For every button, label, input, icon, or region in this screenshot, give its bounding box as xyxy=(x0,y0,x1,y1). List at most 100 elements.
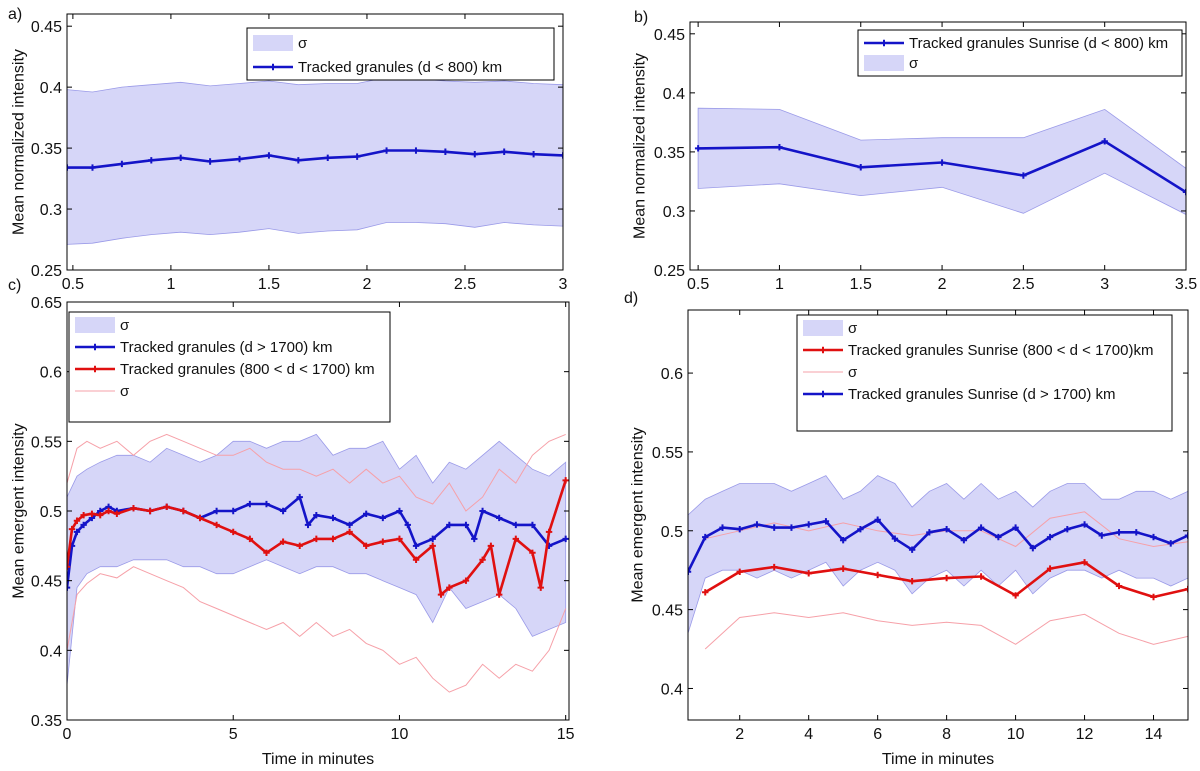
legend: Tracked granules Sunrise (d < 800) km σ xyxy=(857,29,1183,77)
x-tick-label: 6 xyxy=(873,726,882,743)
data-point xyxy=(891,535,899,542)
legend-label: σ xyxy=(848,320,858,337)
data-point xyxy=(1150,533,1157,541)
data-point xyxy=(230,507,237,515)
y-tick-label: 0.35 xyxy=(31,713,62,730)
x-tick-label: 2.5 xyxy=(1012,276,1034,293)
legend-entry: σ xyxy=(803,320,858,337)
data-point xyxy=(446,584,453,591)
x-tick-label: 2 xyxy=(362,276,371,293)
data-point xyxy=(822,518,830,525)
data-point xyxy=(329,514,337,522)
data-point xyxy=(1098,532,1105,539)
y-axis: 0.35 0.4 0.45 0.5 0.55 0.6 0.65 xyxy=(31,295,569,730)
legend-swatch xyxy=(253,35,293,51)
data-point xyxy=(346,528,353,536)
sigma-line-lower xyxy=(704,612,1188,650)
x-tick-label: 0.5 xyxy=(62,276,84,293)
data-point xyxy=(230,528,237,536)
data-point xyxy=(442,148,449,155)
y-tick-label: 0.35 xyxy=(31,141,62,158)
axes-frame xyxy=(687,309,1189,721)
legend-entry: σ xyxy=(253,35,308,52)
y-tick-label: 0.55 xyxy=(652,445,683,462)
legend-label: Tracked granules Sunrise (800 < d < 1700… xyxy=(848,342,1153,359)
y-tick-label: 0.25 xyxy=(31,263,62,280)
data-point xyxy=(694,145,702,152)
legend-label: σ xyxy=(298,35,308,52)
data-point xyxy=(702,533,709,541)
data-point xyxy=(67,584,71,591)
data-point xyxy=(1012,524,1019,531)
x-tick-label: 15 xyxy=(557,726,575,743)
data-point xyxy=(462,521,470,529)
series-line xyxy=(67,149,563,169)
x-tick-label: 10 xyxy=(391,726,409,743)
data-point xyxy=(279,538,287,545)
x-tick-label: 1 xyxy=(775,276,784,293)
data-point xyxy=(1115,529,1123,536)
legend-label: σ xyxy=(909,55,919,72)
data-point xyxy=(363,510,370,517)
series-blue xyxy=(67,147,563,171)
data-point xyxy=(80,511,87,519)
data-point xyxy=(88,510,96,517)
data-point xyxy=(206,158,214,165)
data-point xyxy=(265,152,273,159)
data-point xyxy=(688,568,692,575)
data-point xyxy=(1081,521,1088,528)
data-point xyxy=(500,148,508,155)
legend-marker xyxy=(880,39,888,47)
x-tick-label: 2.5 xyxy=(454,276,476,293)
legend-entry: Tracked granules Sunrise (d < 800) km xyxy=(864,35,1168,52)
legend-entry: Tracked granules (d > 1700) km xyxy=(75,339,332,356)
data-point xyxy=(446,521,453,529)
data-point xyxy=(296,493,303,501)
data-point xyxy=(148,157,155,164)
x-tick-label: 1.5 xyxy=(850,276,872,293)
data-point xyxy=(1133,529,1140,536)
data-point xyxy=(118,160,126,168)
plot-area xyxy=(67,76,563,245)
sigma-line-lower xyxy=(67,566,567,693)
data-point xyxy=(196,514,204,522)
legend-entry: σ xyxy=(803,364,858,381)
legend-marker xyxy=(91,343,99,351)
data-point xyxy=(1182,188,1186,196)
legend-label: Tracked granules (d > 1700) km xyxy=(120,339,332,356)
legend-entry: σ xyxy=(864,55,919,72)
data-point xyxy=(857,164,864,171)
legend-label: σ xyxy=(120,383,130,400)
series-blue xyxy=(694,138,1186,196)
data-point xyxy=(537,584,544,591)
chart-panel-4: d) 2 4 6 8 10 12 14 0.4 0.45 0.5 0.55 0.6 Time in min… xyxy=(624,290,1189,768)
data-point xyxy=(177,154,184,162)
x-tick-label: 0.5 xyxy=(687,276,709,293)
data-point xyxy=(113,510,121,517)
data-point xyxy=(313,511,320,519)
data-point xyxy=(702,589,709,596)
data-point xyxy=(512,521,520,529)
panel-label: d) xyxy=(624,290,638,307)
y-tick-label: 0.4 xyxy=(661,681,683,698)
data-point xyxy=(263,549,270,556)
x-tick-label: 3 xyxy=(559,276,568,293)
data-point xyxy=(329,535,337,543)
data-point xyxy=(1101,138,1108,145)
legend-entry: Tracked granules (800 < d < 1700) km xyxy=(75,361,375,378)
legend-label: σ xyxy=(848,364,858,381)
data-point xyxy=(304,521,312,529)
legend-label: Tracked granules (d < 800) km xyxy=(298,59,502,76)
data-point xyxy=(776,143,783,151)
legend-marker xyxy=(819,390,827,398)
legend-entry: σ xyxy=(75,317,130,334)
plot-area xyxy=(688,475,1188,650)
y-axis-label: Mean emergent intensity xyxy=(11,423,28,598)
data-point xyxy=(719,524,726,531)
sigma-band xyxy=(688,475,1188,634)
data-point xyxy=(379,514,387,522)
data-point xyxy=(874,571,881,579)
legend-marker xyxy=(819,346,827,354)
data-point xyxy=(412,556,420,563)
data-point xyxy=(995,533,1002,541)
